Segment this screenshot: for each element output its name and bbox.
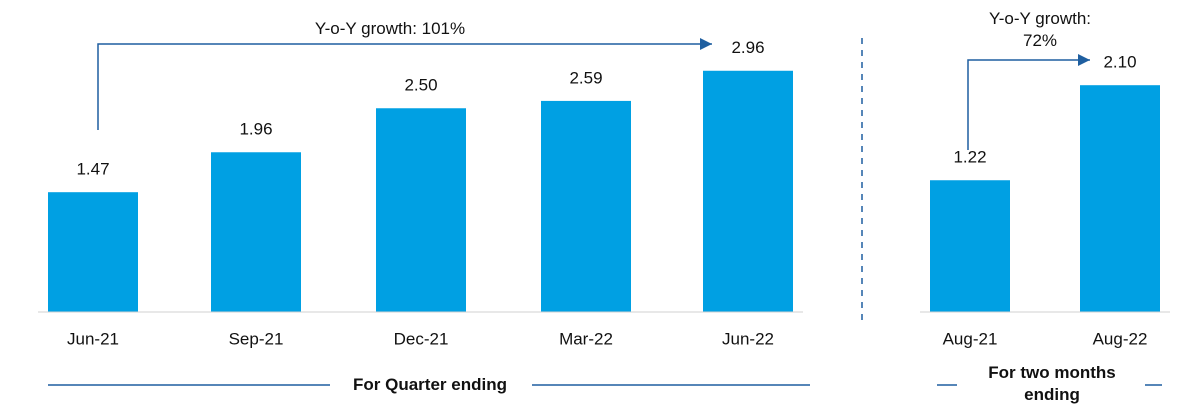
value-label: 1.47 bbox=[76, 160, 109, 179]
group-label: For Quarter ending bbox=[353, 375, 507, 394]
bar bbox=[541, 100, 631, 312]
value-label: 2.10 bbox=[1103, 53, 1136, 72]
bar bbox=[930, 180, 1010, 312]
bar bbox=[1080, 85, 1160, 312]
bar bbox=[376, 108, 466, 312]
value-label: 2.50 bbox=[404, 76, 437, 95]
growth-arrow bbox=[967, 59, 1090, 150]
x-tick-label: Mar-22 bbox=[559, 329, 613, 348]
arrow-head bbox=[1078, 54, 1090, 66]
x-tick-label: Dec-21 bbox=[394, 329, 449, 348]
bar bbox=[48, 192, 138, 312]
value-label: 1.22 bbox=[953, 148, 986, 167]
annotation: Y-o-Y growth: 72% bbox=[988, 9, 1092, 50]
value-label: 2.59 bbox=[569, 68, 602, 87]
annotation: Y-o-Y growth: 101% bbox=[314, 19, 466, 38]
x-tick-label: Jun-21 bbox=[67, 329, 119, 348]
growth-arrow bbox=[97, 43, 712, 130]
value-label: 1.96 bbox=[239, 120, 272, 139]
x-tick-label: Aug-21 bbox=[943, 329, 998, 348]
arrow-head bbox=[700, 38, 712, 50]
x-tick-label: Aug-22 bbox=[1093, 329, 1148, 348]
x-tick-label: Sep-21 bbox=[229, 329, 284, 348]
value-label: 2.96 bbox=[731, 38, 764, 57]
bar bbox=[703, 70, 793, 312]
group-label: For two months ending bbox=[988, 363, 1116, 404]
x-tick-label: Jun-22 bbox=[722, 329, 774, 348]
bar bbox=[211, 152, 301, 312]
